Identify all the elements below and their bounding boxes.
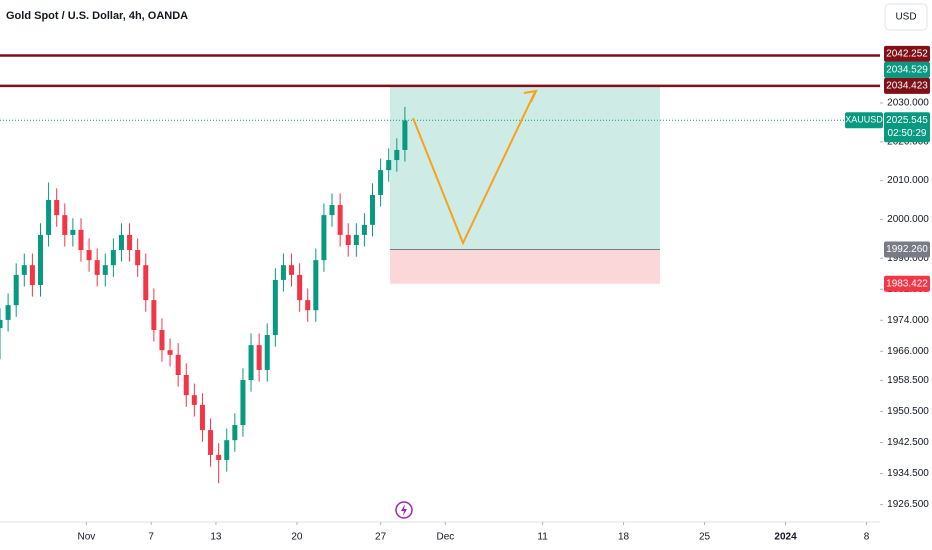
price-label: 1983.422 — [886, 278, 928, 289]
candle-body — [345, 234, 351, 246]
candles — [0, 106, 408, 484]
chart-title: Gold Spot / U.S. Dollar, 4h, OANDA — [6, 10, 188, 22]
x-tick-label: 13 — [210, 532, 222, 543]
candle-body — [224, 440, 230, 460]
candle-body — [183, 374, 189, 396]
candle-body — [232, 425, 238, 441]
price-label-box — [884, 275, 930, 292]
candle-body — [94, 260, 100, 275]
candle-body — [394, 149, 400, 161]
stop-zone — [390, 249, 660, 284]
candle-body — [118, 234, 124, 251]
candle-body — [102, 265, 108, 275]
y-tick-label: 2030.000 — [887, 98, 929, 109]
candle-body — [159, 329, 165, 351]
price-label-box — [884, 61, 930, 78]
candle-body — [191, 395, 197, 405]
candle-body — [361, 224, 367, 235]
x-tick-label: 20 — [291, 532, 303, 543]
current-price-box — [884, 112, 930, 143]
candle-body — [402, 120, 408, 150]
candle-body — [127, 234, 133, 251]
price-label-box — [884, 77, 930, 94]
price-label-box — [884, 241, 930, 258]
candle-body — [264, 335, 270, 370]
candle-body — [297, 274, 303, 301]
x-tick-label: Dec — [437, 532, 455, 543]
candle-body — [135, 250, 141, 266]
candle-body — [289, 265, 295, 275]
countdown-label: 02:50:29 — [888, 128, 927, 139]
candle-body — [199, 404, 205, 431]
candle-body — [353, 234, 359, 246]
price-label: 2034.529 — [886, 64, 928, 75]
symbol-box — [845, 112, 883, 129]
currency-button[interactable] — [884, 3, 928, 31]
candle-body — [386, 160, 392, 171]
x-tick-label: 7 — [148, 532, 154, 543]
price-label-box — [884, 45, 930, 62]
candle-body — [175, 354, 181, 375]
y-tick-label: 2000.000 — [887, 214, 929, 225]
y-tick-label: 1990.000 — [887, 253, 929, 264]
candle-body — [143, 265, 149, 301]
price-label: 1992.260 — [886, 244, 928, 255]
y-tick-label: 1974.000 — [887, 315, 929, 326]
x-tick-label: 27 — [375, 532, 387, 543]
candle-body — [208, 430, 214, 455]
candle-body — [272, 279, 278, 336]
candle-body — [256, 345, 262, 370]
candle-body — [167, 350, 173, 355]
candle-body — [305, 300, 311, 311]
candle-body — [37, 234, 43, 285]
candle-body — [240, 380, 246, 426]
candle-body — [5, 305, 11, 320]
y-tick-label: 1958.500 — [887, 375, 929, 386]
candle-body — [280, 265, 286, 280]
symbol-label: XAUUSD — [845, 115, 883, 125]
candle-body — [86, 250, 92, 261]
x-tick-label: Nov — [77, 532, 95, 543]
y-tick-label: 2010.000 — [887, 175, 929, 186]
candle-body — [321, 215, 327, 261]
y-tick-label: 1950.500 — [887, 406, 929, 417]
candle-body — [29, 265, 35, 285]
candle-body — [370, 194, 376, 225]
y-tick-label: 1926.500 — [887, 499, 929, 510]
candle-body — [151, 300, 157, 330]
candle-body — [110, 250, 116, 266]
x-tick-label: 11 — [537, 532, 548, 543]
candle-body — [78, 229, 84, 251]
candle-body — [46, 200, 52, 235]
candle-body — [329, 205, 335, 216]
arrow-head — [523, 89, 538, 103]
current-price-label: 2025.545 — [886, 115, 928, 126]
y-tick-label: 1934.500 — [887, 468, 929, 479]
candle-body — [62, 215, 68, 235]
logo-icon — [395, 501, 413, 519]
candle-body — [0, 319, 3, 329]
x-tick-label: 8 — [864, 532, 870, 543]
candle-body — [313, 260, 319, 311]
target-zone — [390, 85, 660, 250]
currency-label[interactable]: USD — [895, 12, 916, 23]
annotation-arrow — [412, 91, 536, 246]
price-label: 2034.423 — [886, 80, 928, 91]
y-tick-label: 1942.500 — [887, 437, 929, 448]
x-tick-label: 2024 — [774, 532, 797, 543]
price-label: 2042.252 — [886, 48, 928, 59]
candle-body — [378, 170, 384, 195]
price-axis: 2030.0002020.0002010.0002000.0001990.000… — [77, 45, 930, 543]
candle-body — [248, 345, 254, 381]
candle-body — [13, 274, 19, 306]
candle-body — [54, 200, 60, 216]
candle-body — [337, 205, 343, 235]
candle-body — [70, 229, 76, 235]
candle-body — [21, 265, 27, 275]
x-tick-label: 25 — [699, 532, 711, 543]
x-tick-label: 18 — [618, 532, 630, 543]
candle-body — [216, 454, 222, 460]
y-tick-label: 1966.000 — [887, 346, 929, 357]
